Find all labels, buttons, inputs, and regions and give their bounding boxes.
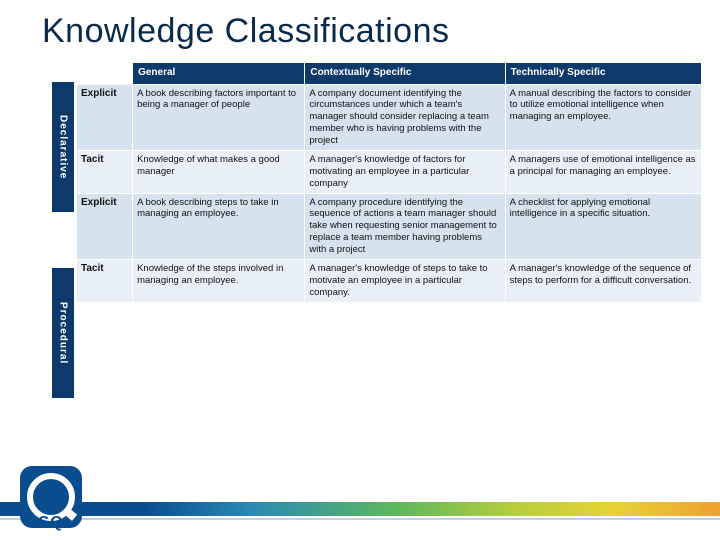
cell-contextual: A manager's knowledge of steps to take t… <box>305 259 505 302</box>
header-contextual: Contextually Specific <box>305 63 505 85</box>
table-header-row: General Contextually Specific Technicall… <box>77 63 702 85</box>
cell-contextual: A company procedure identifying the sequ… <box>305 193 505 259</box>
cell-general: A book describing steps to take in manag… <box>133 193 305 259</box>
footer-divider <box>0 518 720 520</box>
page-title: Knowledge Classifications <box>0 0 720 59</box>
row-label: Explicit <box>77 193 133 259</box>
cell-technical: A managers use of emotional intelligence… <box>505 150 701 193</box>
table-row: Explicit A book describing factors impor… <box>77 84 702 150</box>
cell-general: A book describing factors important to b… <box>133 84 305 150</box>
row-group-declarative: Declarative <box>52 82 74 212</box>
cell-contextual: A manager's knowledge of factors for mot… <box>305 150 505 193</box>
cell-technical: A manual describing the factors to consi… <box>505 84 701 150</box>
table-row: Explicit A book describing steps to take… <box>77 193 702 259</box>
row-label: Tacit <box>77 150 133 193</box>
table-row: Tacit Knowledge of the steps involved in… <box>77 259 702 302</box>
row-group-procedural: Procedural <box>52 268 74 398</box>
row-group-label: Procedural <box>58 302 69 364</box>
footer-gradient-bar <box>0 502 720 516</box>
table-row: Tacit Knowledge of what makes a good man… <box>77 150 702 193</box>
logo-text: ASQ <box>26 514 64 532</box>
cell-general: Knowledge of the steps involved in manag… <box>133 259 305 302</box>
header-technical: Technically Specific <box>505 63 701 85</box>
cell-technical: A checklist for applying emotional intel… <box>505 193 701 259</box>
cell-technical: A manager's knowledge of the sequence of… <box>505 259 701 302</box>
slide: Knowledge Classifications Declarative Pr… <box>0 0 720 540</box>
cell-general: Knowledge of what makes a good manager <box>133 150 305 193</box>
asq-logo: ASQ <box>20 466 100 530</box>
row-label: Tacit <box>77 259 133 302</box>
knowledge-table: General Contextually Specific Technicall… <box>76 62 702 303</box>
table: General Contextually Specific Technicall… <box>76 62 702 303</box>
header-empty <box>77 63 133 85</box>
header-general: General <box>133 63 305 85</box>
row-label: Explicit <box>77 84 133 150</box>
row-group-label: Declarative <box>58 115 69 179</box>
cell-contextual: A company document identifying the circu… <box>305 84 505 150</box>
